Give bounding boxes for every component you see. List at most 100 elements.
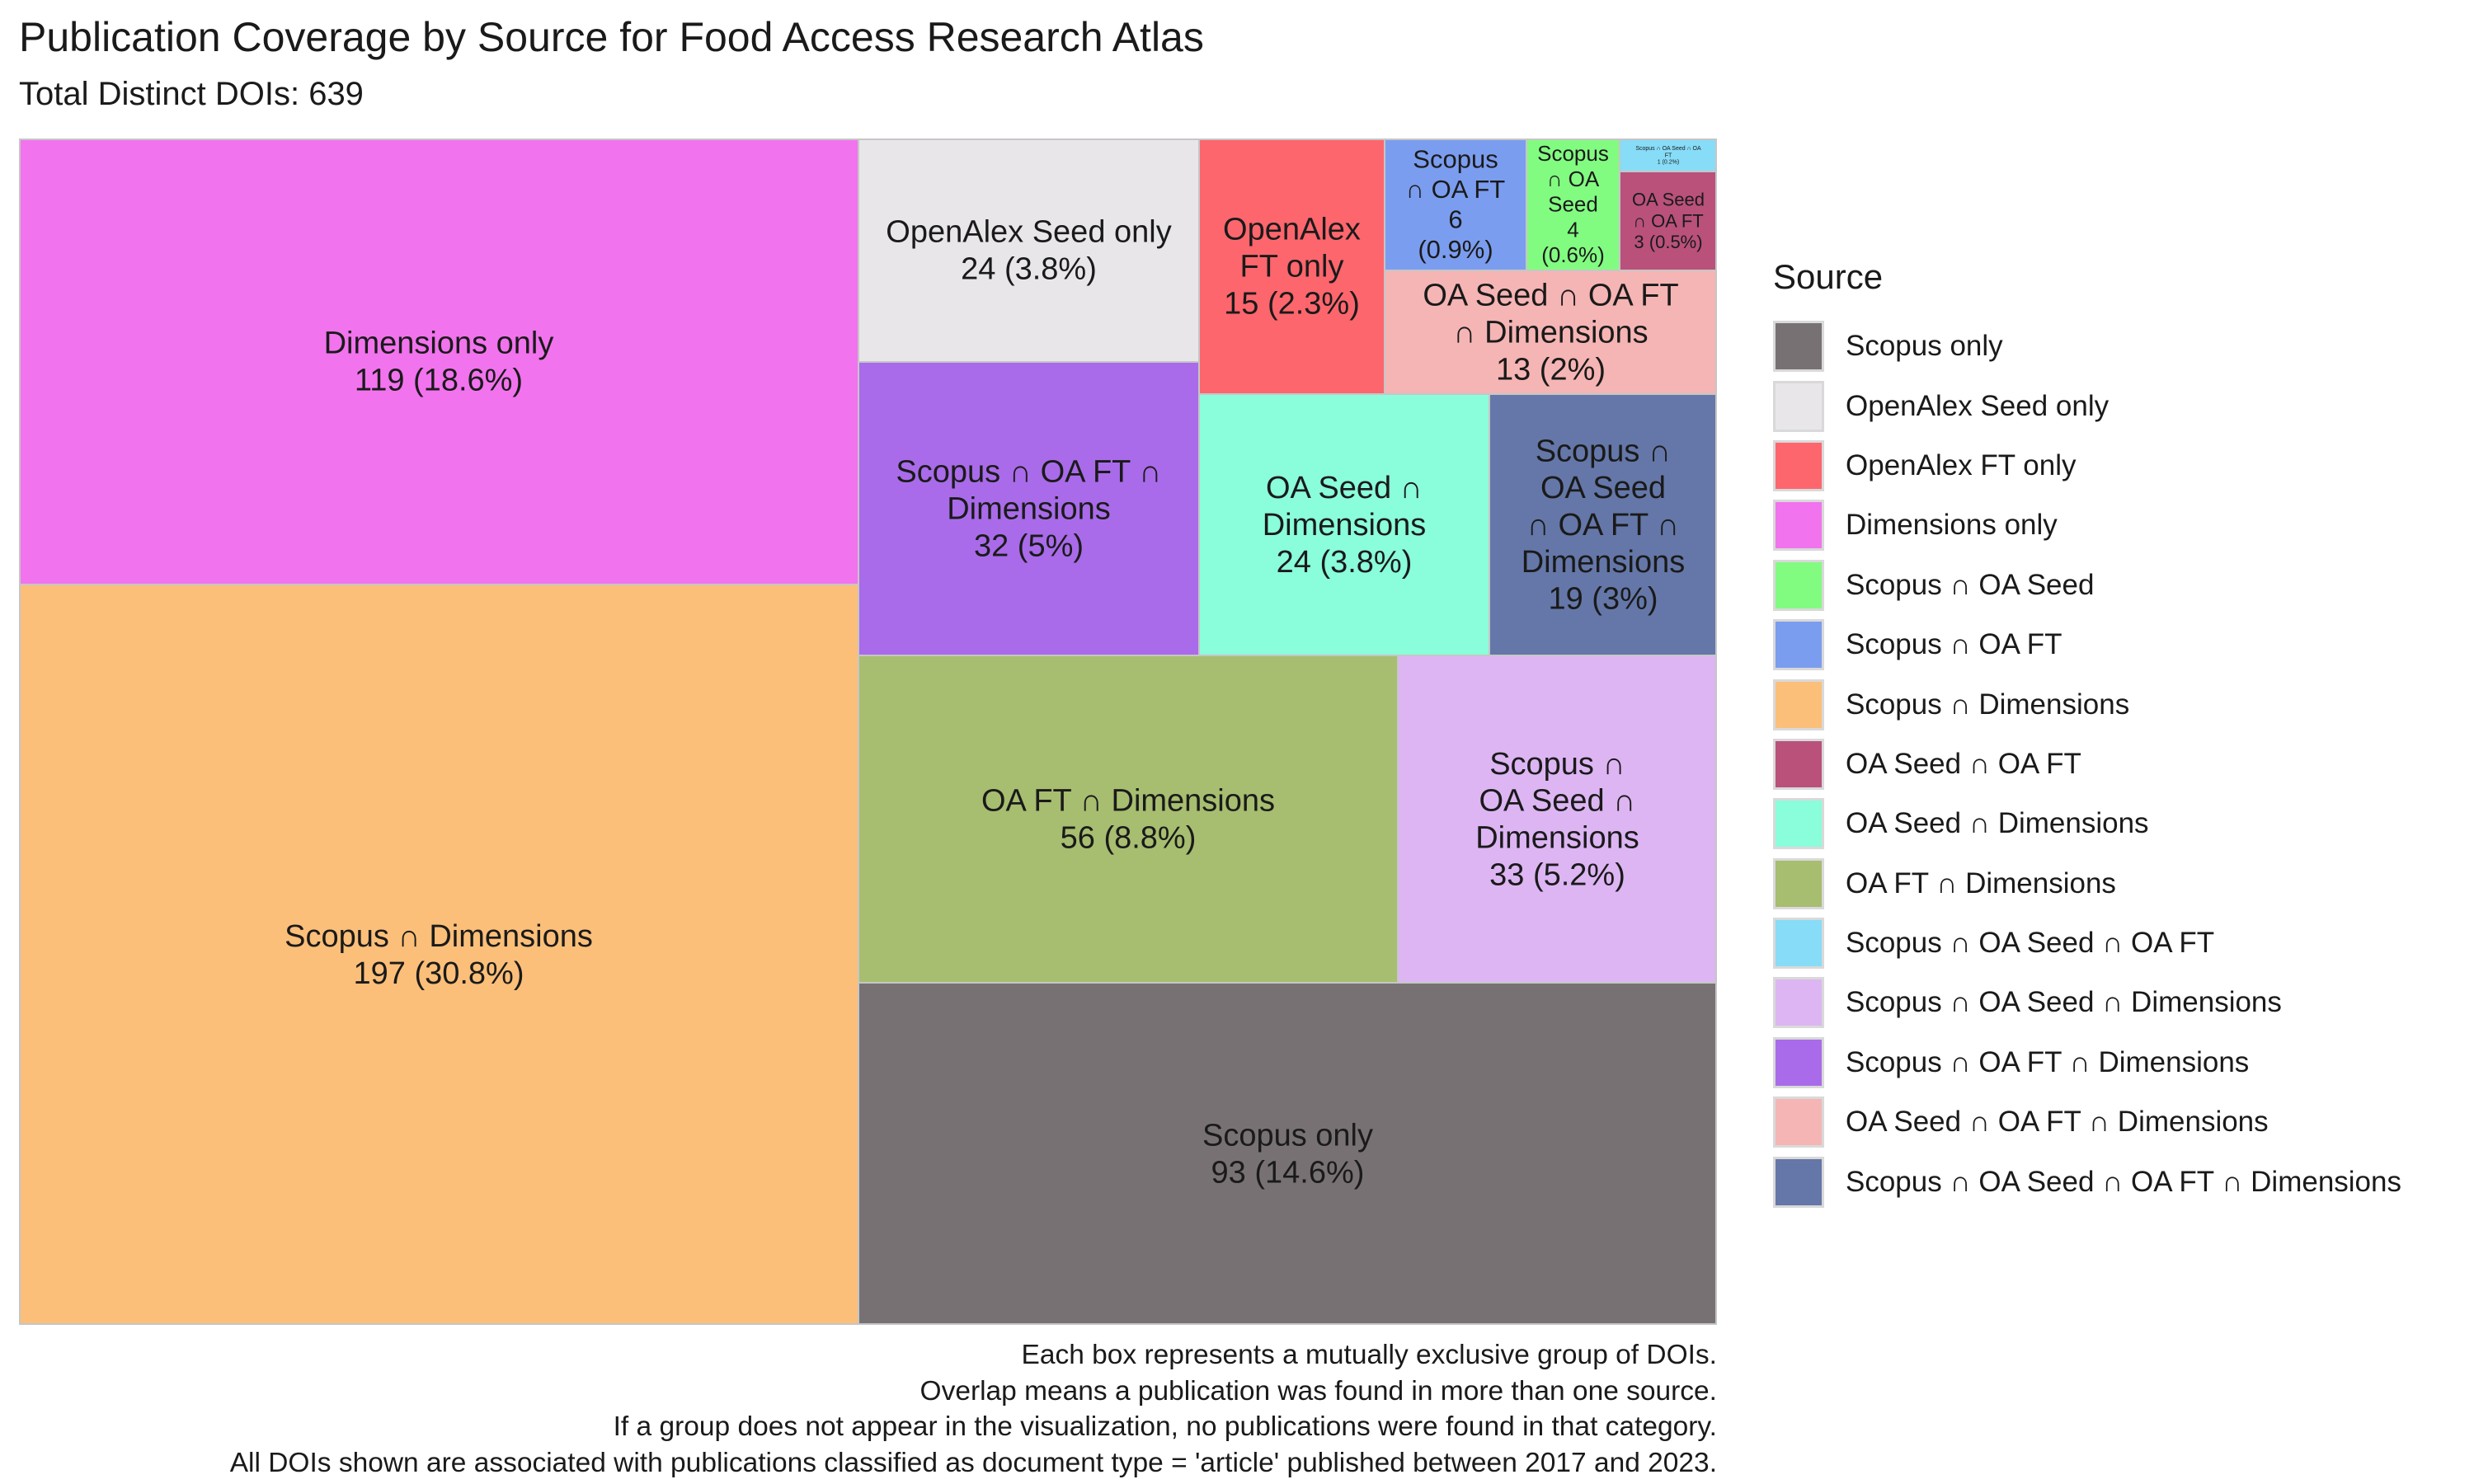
tile-label-line: Scopus only xyxy=(1202,1119,1373,1153)
tile-oa-seed-and-dimensions xyxy=(1198,393,1490,656)
tile-label-line: FT xyxy=(1665,153,1672,158)
tile-label-line: 1 (0.2%) xyxy=(1658,160,1679,166)
chart-subtitle: Total Distinct DOIs: 639 xyxy=(19,76,364,112)
legend-label: Scopus ∩ OA Seed xyxy=(1846,568,2095,601)
tile-label-openalex-seed-only: OpenAlex Seed only 24 (3.8%) xyxy=(886,215,1171,287)
tile-label-line: 24 (3.8%) xyxy=(961,251,1097,286)
tile-label-line: ∩ Dimensions xyxy=(1453,316,1648,350)
legend-item-scopus-and-oa-seed: Scopus ∩ OA Seed xyxy=(1773,556,2401,615)
tile-label-oa-ft-and-dimensions: OA FT ∩ Dimensions 56 (8.8%) xyxy=(981,784,1275,856)
legend-item-scopus-and-oa-ft-and-dimensions: Scopus ∩ OA FT ∩ Dimensions xyxy=(1773,1033,2401,1092)
caption-line: Overlap means a publication was found in… xyxy=(920,1375,1717,1407)
tile-label-scopus-and-oa-seed: Scopus ∩ OA Seed 4 (0.6%) xyxy=(1537,141,1609,267)
treemap-border xyxy=(19,139,1717,1325)
legend-item-openalex-seed-only: OpenAlex Seed only xyxy=(1773,376,2401,435)
legend-label: Scopus only xyxy=(1846,330,2003,363)
tile-label-line: FT only xyxy=(1239,250,1343,284)
tile-dimensions-only xyxy=(19,139,859,585)
tile-label-line: OA Seed xyxy=(1540,471,1666,505)
tile-label-line: 93 (14.6%) xyxy=(1211,1155,1365,1190)
legend-item-scopus-and-oa-seed-and-oa-ft: Scopus ∩ OA Seed ∩ OA FT xyxy=(1773,913,2401,973)
legend-swatch xyxy=(1773,321,1824,373)
tile-scopus-only xyxy=(858,982,1717,1325)
tile-label-line: (0.6%) xyxy=(1541,242,1605,267)
legend-label: OA Seed ∩ Dimensions xyxy=(1846,807,2149,840)
legend-label: OA Seed ∩ OA FT xyxy=(1846,747,2081,780)
legend-swatch xyxy=(1773,559,1824,611)
legend-label: OA Seed ∩ OA FT ∩ Dimensions xyxy=(1846,1106,2269,1139)
legend-label: Scopus ∩ OA FT ∩ Dimensions xyxy=(1846,1045,2250,1078)
tile-scopus-and-oa-seed-and-oa-ft-and-dimensions xyxy=(1489,393,1717,656)
tile-label-line: OA Seed ∩ xyxy=(1479,784,1636,819)
legend-label: Scopus ∩ Dimensions xyxy=(1846,688,2130,721)
tile-label-line: Scopus ∩ OA FT ∩ xyxy=(896,455,1161,490)
tile-label-scopus-only: Scopus only 93 (14.6%) xyxy=(1202,1119,1373,1190)
legend-swatch xyxy=(1773,798,1824,850)
tile-label-line: Scopus ∩ xyxy=(1489,747,1625,782)
legend-item-scopus-only: Scopus only xyxy=(1773,317,2401,376)
caption-line: All DOIs shown are associated with publi… xyxy=(229,1447,1717,1478)
tile-label-line: 6 xyxy=(1448,205,1462,234)
legend: Source Scopus only OpenAlex Seed only Open… xyxy=(1773,254,2401,1212)
legend-swatch xyxy=(1773,679,1824,730)
legend-item-openalex-ft-only: OpenAlex FT only xyxy=(1773,436,2401,495)
tile-scopus-and-oa-ft xyxy=(1384,139,1527,271)
tile-label-line: 119 (18.6%) xyxy=(355,363,523,397)
tile-label-scopus-and-oa-ft: Scopus ∩ OA FT 6 (0.9%) xyxy=(1406,144,1506,264)
tile-label-scopus-and-oa-seed-and-oa-ft: Scopus ∩ OA Seed ∩ OA FT 1 (0.2%) xyxy=(1635,146,1701,166)
legend-item-oa-ft-and-dimensions: OA FT ∩ Dimensions xyxy=(1773,854,2401,913)
tile-label-line: OA Seed ∩ xyxy=(1266,471,1423,505)
tile-label-line: 33 (5.2%) xyxy=(1489,857,1625,892)
legend-item-oa-seed-and-oa-ft-and-dimensions: OA Seed ∩ OA FT ∩ Dimensions xyxy=(1773,1092,2401,1152)
legend-swatch xyxy=(1773,439,1824,491)
tile-label-line: OA FT ∩ Dimensions xyxy=(981,784,1275,819)
legend-label: OA FT ∩ Dimensions xyxy=(1846,866,2116,899)
legend-item-scopus-and-oa-ft: Scopus ∩ OA FT xyxy=(1773,615,2401,674)
tile-label-oa-seed-and-oa-ft: OA Seed ∩ OA FT 3 (0.5%) xyxy=(1632,189,1705,252)
tile-label-dimensions-only: Dimensions only 119 (18.6%) xyxy=(324,326,554,398)
tile-label-line: 197 (30.8%) xyxy=(353,956,524,991)
legend-label: Scopus ∩ OA Seed ∩ OA FT ∩ Dimensions xyxy=(1846,1165,2401,1198)
tile-label-line: (0.9%) xyxy=(1418,235,1493,264)
tile-label-line: ∩ OA xyxy=(1547,167,1600,191)
tile-scopus-and-oa-ft-and-dimensions xyxy=(858,361,1200,656)
tile-label-line: Scopus ∩ xyxy=(1536,434,1672,468)
tile-label-line: ∩ OA FT xyxy=(1406,175,1506,204)
tile-label-line: Dimensions only xyxy=(324,326,554,361)
tile-label-line: 15 (2.3%) xyxy=(1224,286,1360,321)
tile-label-line: 56 (8.8%) xyxy=(1061,820,1197,855)
tile-label-oa-seed-and-oa-ft-and-dimensions: OA Seed ∩ OA FT ∩ Dimensions 13 (2%) xyxy=(1423,279,1678,387)
legend-item-scopus-and-oa-seed-and-oa-ft-and-dimensions: Scopus ∩ OA Seed ∩ OA FT ∩ Dimensions xyxy=(1773,1152,2401,1211)
legend-swatch xyxy=(1773,1036,1824,1088)
caption-line: If a group does not appear in the visual… xyxy=(613,1411,1717,1442)
tile-scopus-and-oa-seed-and-dimensions xyxy=(1397,655,1717,984)
legend-label: Scopus ∩ OA Seed ∩ OA FT xyxy=(1846,927,2215,960)
legend-label: Scopus ∩ OA Seed ∩ Dimensions xyxy=(1846,986,2282,1019)
caption-line: Each box represents a mutually exclusive… xyxy=(1021,1340,1718,1370)
legend-label: OpenAlex Seed only xyxy=(1846,389,2109,422)
legend-item-oa-seed-and-oa-ft: OA Seed ∩ OA FT xyxy=(1773,735,2401,794)
legend-item-scopus-and-dimensions: Scopus ∩ Dimensions xyxy=(1773,674,2401,734)
tile-label-line: 13 (2%) xyxy=(1496,352,1606,387)
treemap: Scopus only 93 (14.6%) OpenAlex Seed only 2… xyxy=(19,139,1717,1325)
legend-swatch xyxy=(1773,619,1824,671)
tile-label-line: 3 (0.5%) xyxy=(1634,232,1702,252)
tile-scopus-and-oa-seed xyxy=(1526,139,1620,271)
tile-label-line: 4 xyxy=(1567,217,1578,242)
tile-label-line: Seed xyxy=(1548,192,1598,217)
tile-openalex-seed-only xyxy=(858,139,1200,363)
tile-label-line: Scopus xyxy=(1413,144,1498,173)
tile-scopus-and-oa-seed-and-oa-ft xyxy=(1619,139,1717,172)
tile-label-line: ∩ OA FT xyxy=(1633,210,1704,231)
tile-scopus-and-dimensions xyxy=(19,584,859,1325)
tile-label-scopus-and-oa-seed-and-oa-ft-and-dimensions: Scopus ∩ OA Seed ∩ OA FT ∩ Dimensions 19 (3%… xyxy=(1522,434,1686,616)
legend-swatch xyxy=(1773,857,1824,909)
tile-label-line: Dimensions xyxy=(1475,820,1639,855)
tile-label-oa-seed-and-dimensions: OA Seed ∩ Dimensions 24 (3.8%) xyxy=(1263,471,1427,580)
legend-swatch xyxy=(1773,977,1824,1029)
legend-label: OpenAlex FT only xyxy=(1846,448,2077,481)
tile-label-scopus-and-oa-seed-and-dimensions: Scopus ∩ OA Seed ∩ Dimensions 33 (5.2%) xyxy=(1475,747,1639,893)
legend-swatch xyxy=(1773,738,1824,790)
legend-item-dimensions-only: Dimensions only xyxy=(1773,495,2401,555)
tile-label-line: Scopus ∩ Dimensions xyxy=(285,919,593,954)
